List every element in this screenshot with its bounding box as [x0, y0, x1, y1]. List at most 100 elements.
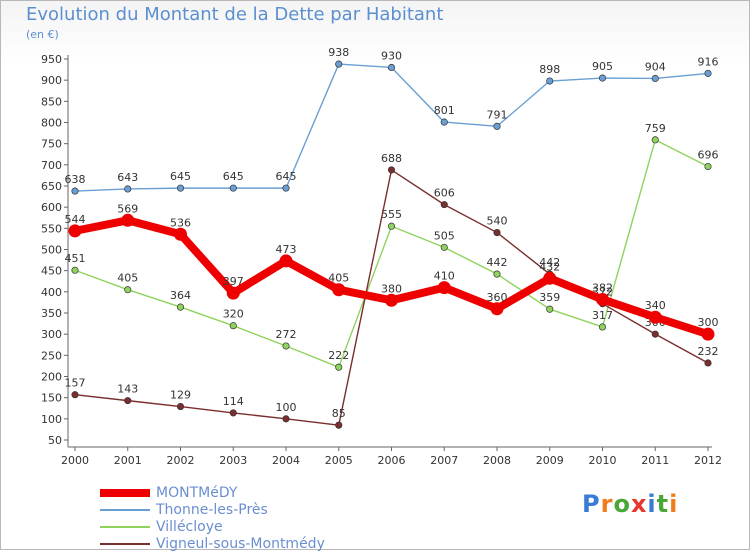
legend-swatch-thonne — [100, 508, 150, 511]
data-label: 143 — [117, 383, 138, 396]
y-tick-label: 950 — [41, 53, 62, 66]
chart-title: Evolution du Montant de la Dette par Hab… — [26, 4, 444, 25]
data-point — [598, 323, 607, 331]
data-label: 696 — [698, 149, 719, 162]
data-label: 359 — [539, 291, 560, 304]
data-point — [704, 359, 712, 367]
data-point — [279, 254, 293, 268]
legend-item-montmedy: MONTMéDY — [100, 484, 325, 501]
x-tick-label: 2009 — [536, 454, 564, 467]
data-label: 129 — [170, 389, 191, 402]
data-point — [229, 184, 237, 192]
legend-swatch-montmedy — [100, 488, 150, 497]
data-point — [546, 77, 554, 85]
y-tick-label: 800 — [41, 117, 62, 130]
y-tick-label: 850 — [41, 95, 62, 108]
data-label: 382 — [592, 281, 613, 294]
data-point — [387, 166, 396, 174]
x-tick-label: 2001 — [114, 454, 142, 467]
data-label: 300 — [698, 316, 719, 329]
proxiti-logo: Proxiti — [582, 490, 678, 518]
data-point — [71, 187, 79, 195]
data-point — [387, 63, 396, 72]
data-label: 801 — [434, 104, 455, 117]
data-label: 904 — [645, 60, 666, 73]
data-label: 317 — [592, 309, 613, 322]
legend-label-villecloye: Villécloye — [156, 518, 223, 535]
data-point — [704, 162, 712, 171]
data-label: 688 — [381, 152, 402, 165]
data-label: 320 — [223, 308, 244, 321]
data-point — [387, 222, 396, 230]
data-label: 930 — [381, 49, 402, 62]
data-label: 100 — [276, 401, 297, 414]
logo-letter: P — [582, 490, 601, 518]
y-tick-label: 700 — [41, 159, 62, 172]
data-label: 536 — [170, 216, 191, 229]
legend-label-montmedy: MONTMéDY — [156, 484, 238, 501]
data-point — [335, 421, 343, 429]
x-tick-label: 2000 — [61, 454, 89, 467]
data-label: 645 — [276, 170, 297, 183]
data-label: 397 — [223, 275, 244, 288]
data-label: 451 — [65, 252, 86, 265]
y-tick-label: 300 — [41, 328, 62, 341]
x-tick-label: 2012 — [694, 454, 722, 467]
data-point — [546, 305, 554, 313]
x-tick-label: 2005 — [325, 454, 353, 467]
data-label: 505 — [434, 229, 455, 242]
y-tick-label: 550 — [41, 222, 62, 235]
data-point — [124, 397, 132, 405]
data-point — [68, 224, 82, 238]
y-tick-label: 100 — [41, 413, 62, 426]
y-tick-label: 200 — [41, 371, 62, 384]
legend-label-vigneul: Vigneul-sous-Montmédy — [156, 535, 325, 552]
data-label: 442 — [539, 256, 560, 269]
data-label: 157 — [65, 377, 86, 390]
x-tick-label: 2004 — [272, 454, 300, 467]
data-label: 540 — [487, 215, 508, 228]
data-label: 380 — [381, 282, 402, 295]
y-tick-label: 250 — [41, 349, 62, 362]
x-tick-label: 2010 — [589, 454, 617, 467]
data-label: 405 — [117, 272, 138, 285]
data-label: 791 — [487, 108, 508, 121]
x-tick-label: 2007 — [430, 454, 458, 467]
data-point — [437, 281, 451, 295]
data-label: 555 — [381, 208, 402, 221]
data-label: 759 — [645, 122, 666, 135]
y-tick-label: 600 — [41, 201, 62, 214]
series-line — [71, 216, 712, 339]
y-tick-label: 50 — [48, 434, 62, 447]
data-label: 405 — [328, 272, 349, 285]
x-tick-label: 2011 — [641, 454, 669, 467]
y-tick-label: 150 — [41, 392, 62, 405]
legend-swatch-villecloye — [100, 525, 150, 528]
legend-label-thonne: Thonne-les-Près — [156, 501, 268, 518]
data-label: 905 — [592, 60, 613, 73]
logo-letter: r — [600, 490, 614, 518]
data-label: 114 — [223, 395, 244, 408]
data-label: 916 — [698, 55, 719, 68]
data-label: 645 — [223, 170, 244, 183]
chart-subtitle: (en €) — [26, 28, 59, 41]
data-label: 544 — [65, 213, 86, 226]
data-point — [282, 184, 290, 192]
data-point — [493, 229, 501, 237]
legend-swatch-vigneul — [100, 542, 150, 545]
data-point — [440, 201, 448, 209]
data-label: 898 — [539, 63, 560, 76]
x-tick-label: 2006 — [378, 454, 406, 467]
data-point — [543, 271, 557, 285]
data-point — [651, 74, 659, 83]
data-point — [176, 403, 185, 411]
y-tick-label: 900 — [41, 74, 62, 87]
data-label: 645 — [170, 170, 191, 183]
y-tick-label: 500 — [41, 244, 62, 257]
data-label: 638 — [65, 173, 86, 186]
data-point — [121, 213, 135, 227]
data-point — [651, 330, 659, 338]
data-point — [335, 60, 343, 68]
data-point — [71, 266, 79, 274]
